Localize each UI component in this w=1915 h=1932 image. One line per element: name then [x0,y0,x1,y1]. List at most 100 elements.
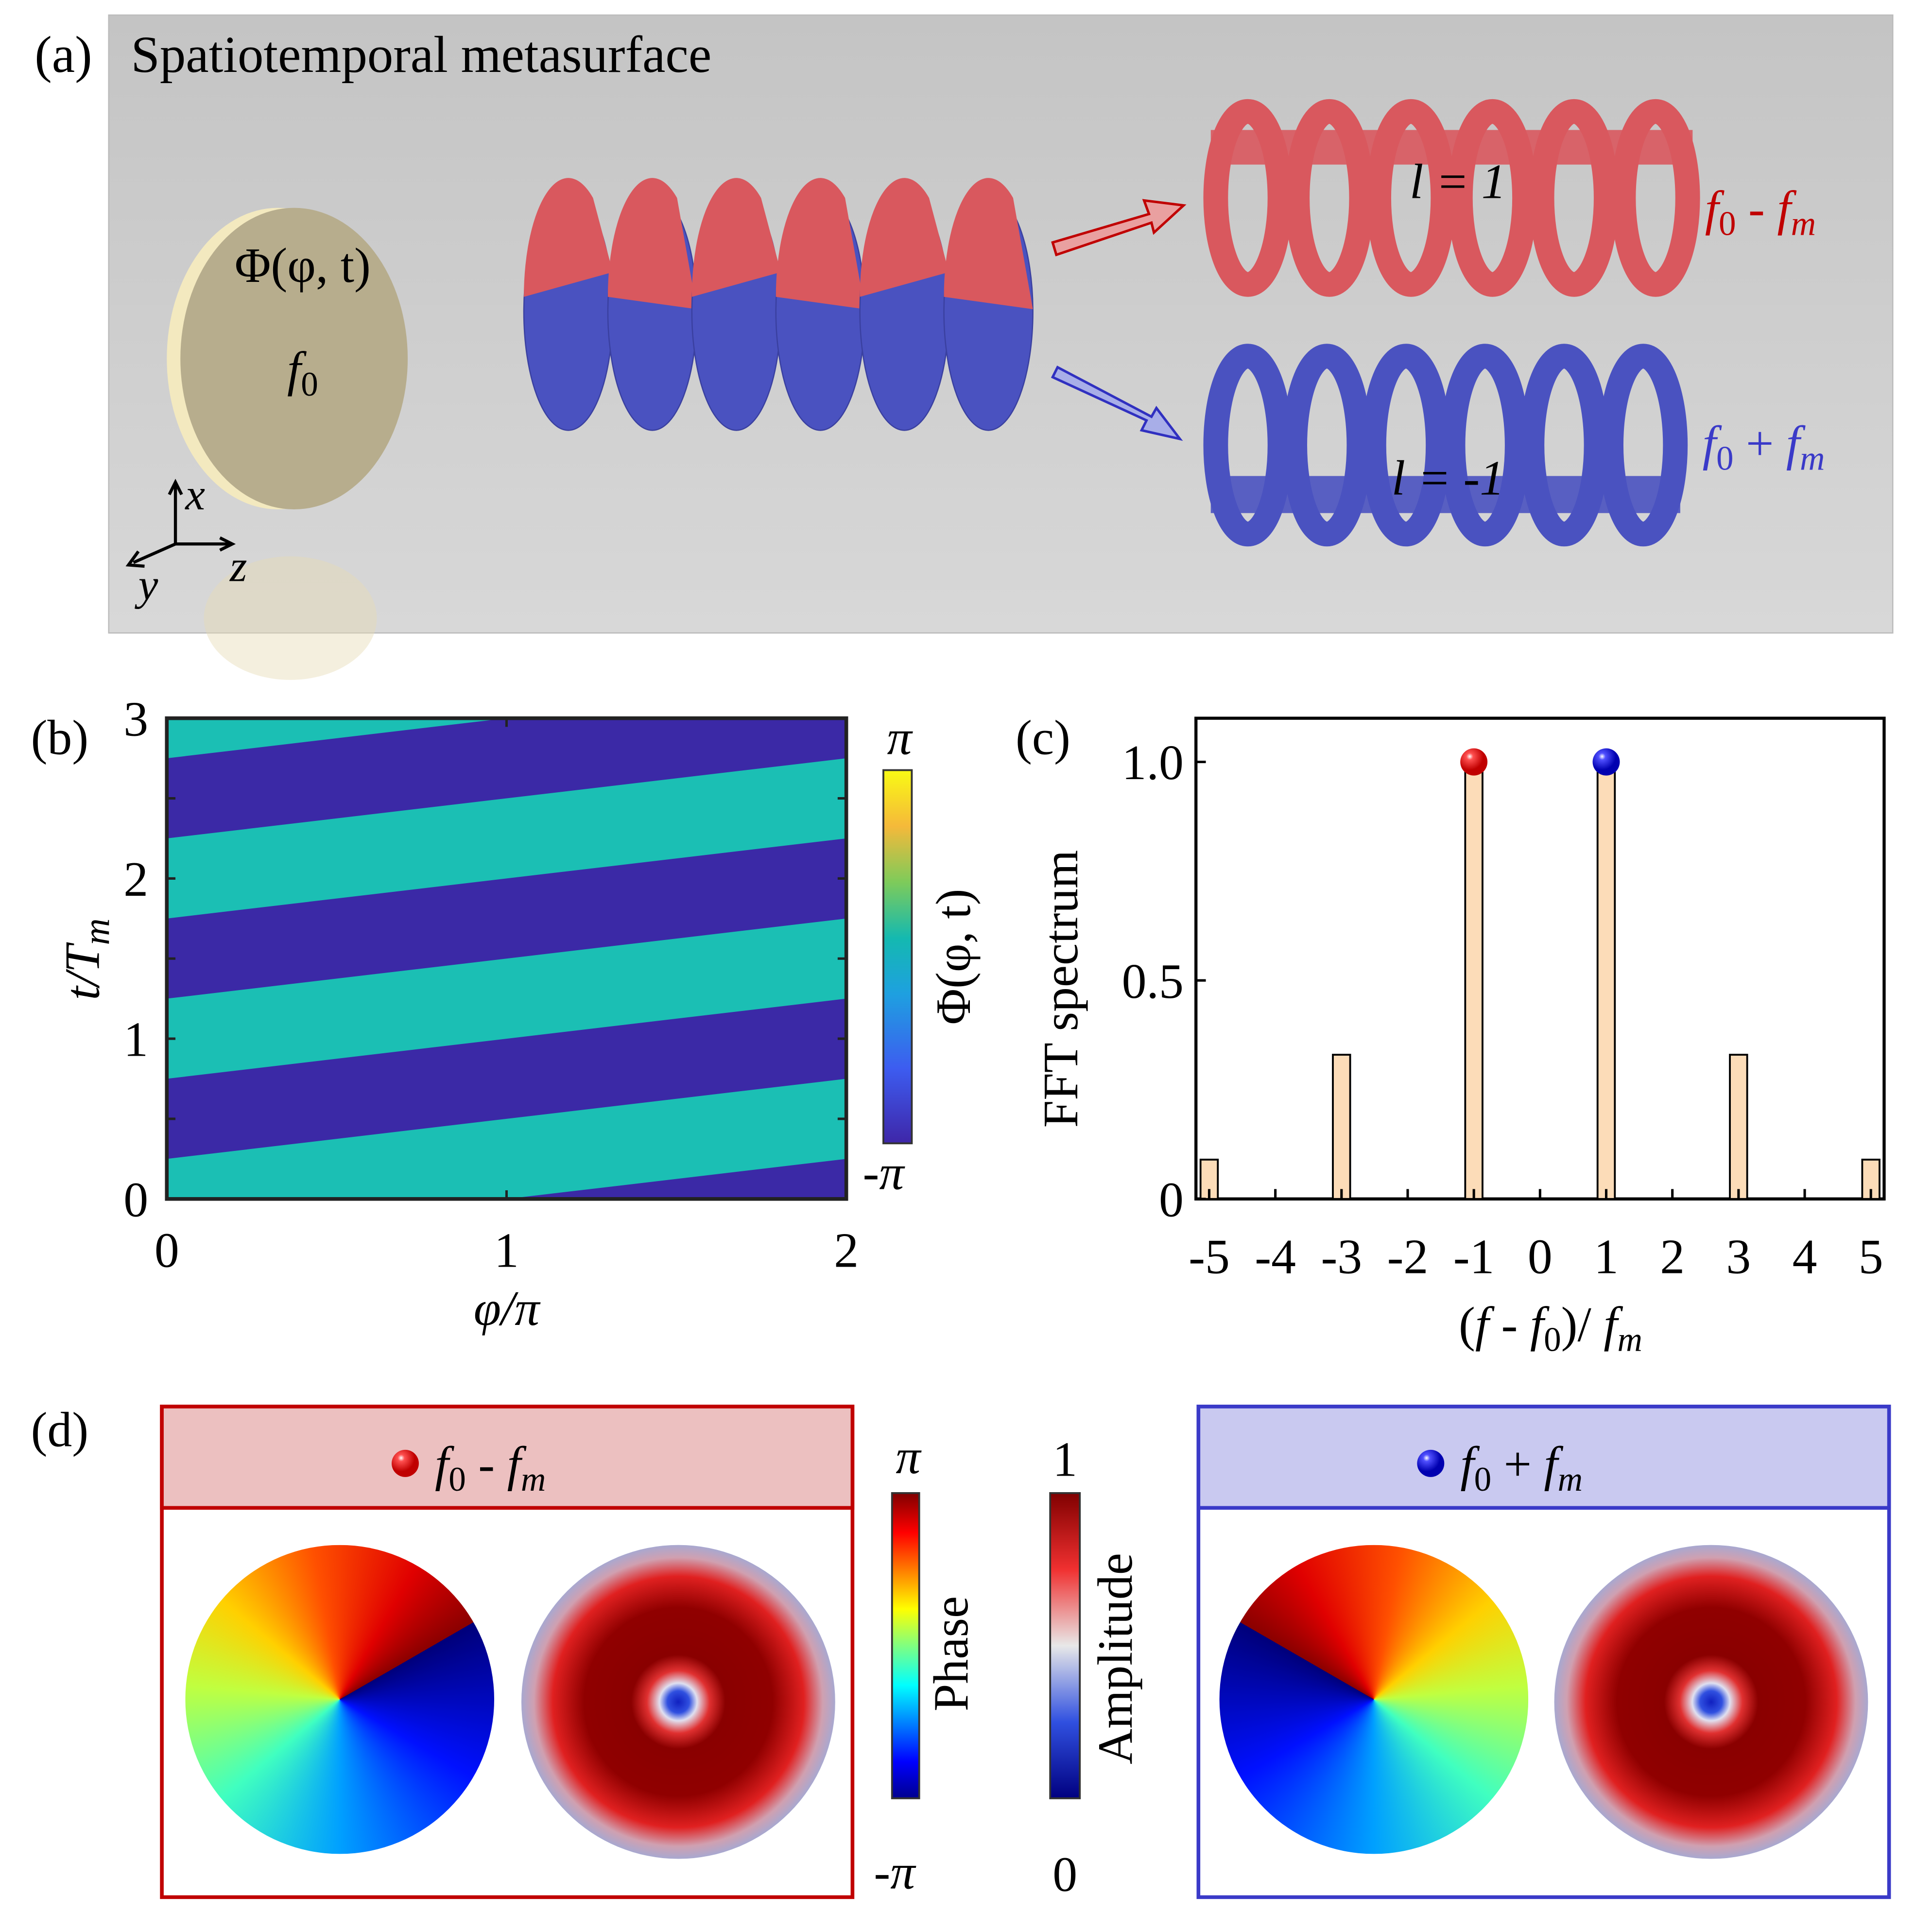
helix-disk-red [776,178,865,310]
panel-c-label: (c) [1016,710,1070,765]
heatmap-stripe-low [167,838,846,999]
red-helix-loop [1203,99,1293,297]
amplitude-colorbar-label: Amplitude [1087,1553,1142,1764]
heatmap-xtick-label: 0 [155,1223,179,1278]
axis-y-label: y [135,560,158,609]
heatmap-ytick-label: 3 [123,691,148,746]
colorbar-b-min: -π [863,1145,906,1200]
amplitude-colorbar-max: 1 [1052,1431,1077,1486]
arrow-to-red-mode-icon [1051,199,1187,257]
helix-disk-red [607,178,697,310]
bar-chart-xtick-label: 0 [1528,1229,1553,1284]
blue-helix-loop [1599,344,1688,547]
spatiotemporal-vortex-beam [523,178,1034,431]
disc-frequency-label: f0 [287,342,318,403]
helix-disk-red [524,178,613,297]
bar-chart-ylabel: FFT spectrum [1033,850,1088,1128]
bar [1596,761,1616,1200]
bar-chart-xtick-label: -1 [1453,1229,1495,1284]
helix-disk-red [691,178,781,297]
heatmap-ytick-label: 0 [123,1172,148,1227]
red-helix-loop [1448,99,1537,297]
heatmap-xtick-label: 2 [834,1223,859,1278]
bar-chart-ytick-label: 0 [1159,1172,1184,1227]
arrow-to-blue-mode-icon [1051,366,1183,441]
left-header-label: f0 - fm [435,1436,546,1498]
right-header [1196,1405,1891,1510]
heatmap-stripe-low [167,998,846,1159]
metasurface-disc [180,208,408,510]
red-helix-loop [1285,99,1374,297]
heatmap-xtick-label: 1 [494,1223,519,1278]
panel-a-title: Spatiotemporal metasurface [131,26,712,84]
left-header [160,1405,855,1510]
bar-chart-xtick-label: -4 [1255,1229,1296,1284]
blue-helix-loop [1440,344,1530,547]
panel-d: (d) f0 - fm f0 + fm π -π Phase 1 0 Ampli… [31,1402,1891,1902]
bar-chart-frame [1194,716,1886,1201]
red-helix-loop [1529,99,1619,297]
panel-c: (c) -5 -4 -3 -2 -1 0 1 2 3 4 500.51.0 FFT spectrum… [1016,710,1886,1359]
phase-colorbar-label: Phase [923,1596,978,1711]
axis-x-label: x [184,470,205,519]
bar-chart-ytick-label: 0.5 [1122,954,1184,1009]
blue-marker-ball [1592,748,1620,776]
panel-b: (b) 0 1 2 0 1 2 3 φ/π t/Tm π -π Φ(φ, t) [31,691,981,1336]
panel-b-label: (b) [31,710,89,765]
phase-colorbar-b [882,769,913,1145]
phase-colorbar-max: π [896,1429,922,1484]
right-header-label: f0 + fm [1460,1436,1583,1498]
heatmap-stripe-low [167,718,846,838]
bar [1729,1054,1748,1200]
red-helix-mode-l1 [1203,99,1700,297]
disc-phase-label: Φ(φ, t) [235,238,371,293]
phase-disk-left [185,1545,495,1854]
blue-helix-loop [1282,344,1372,547]
heatmap-ytick-label: 1 [123,1012,148,1067]
blue-helix-loop [1203,344,1293,547]
amplitude-colorbar [1049,1492,1081,1799]
bar [1332,1054,1351,1200]
bar-chart-ytick-label: 1.0 [1122,735,1184,790]
amplitude-disk-left [521,1545,835,1859]
blue-ball-icon [1417,1449,1445,1477]
amplitude-disk-right [1554,1545,1868,1859]
phase-colorbar-min: -π [874,1845,916,1899]
heatmap-ylabel: t/Tm [54,918,117,1000]
mode-top-label: l = 1 [1410,154,1506,209]
colorbar-b-max: π [887,710,914,765]
heatmap-xlabel: φ/π [474,1281,541,1336]
helix-disk-red [944,178,1033,310]
red-ball-icon [391,1449,419,1477]
red-marker-ball [1460,748,1488,776]
axis-z-label: z [229,541,247,591]
bar-chart-xtick-label: -5 [1189,1229,1230,1284]
metasurface-disc-reflection [204,556,377,680]
red-helix-loop [1366,99,1456,297]
bar-chart-xtick-label: 4 [1793,1229,1817,1284]
bar [1464,761,1484,1200]
phase-colorbar [891,1492,920,1799]
freq-top-label: f0 - fm [1705,181,1816,243]
bar-chart-xtick-label: -3 [1321,1229,1362,1284]
red-helix-loop [1611,99,1700,297]
freq-bottom-label: f0 + fm [1703,416,1825,477]
bar-chart-xtick-label: -2 [1387,1229,1429,1284]
heatmap-stripe-low [506,1159,846,1199]
coordinate-axes-icon [125,478,236,568]
bar [1199,1158,1219,1200]
blue-helix-loop [1361,344,1450,547]
bar-chart-xtick-label: 5 [1859,1229,1883,1284]
bar-chart-xtick-label: 3 [1726,1229,1751,1284]
bar-chart-xtick-label: 1 [1594,1229,1619,1284]
amplitude-colorbar-min: 0 [1052,1847,1077,1902]
colorbar-b-label: Φ(φ, t) [926,889,981,1025]
helix-disk-red [860,178,949,297]
panel-d-label: (d) [31,1402,89,1457]
heatmap-ytick-label: 2 [123,852,148,906]
bar-chart-xlabel: (f - f0)/ fm [1459,1297,1642,1358]
blue-helix-mode-lminus1 [1203,344,1688,547]
panel-a: (a) Spatiotemporal metasurface Φ(φ, t) f… [35,14,1894,680]
heatmap-stripes [167,718,846,1199]
